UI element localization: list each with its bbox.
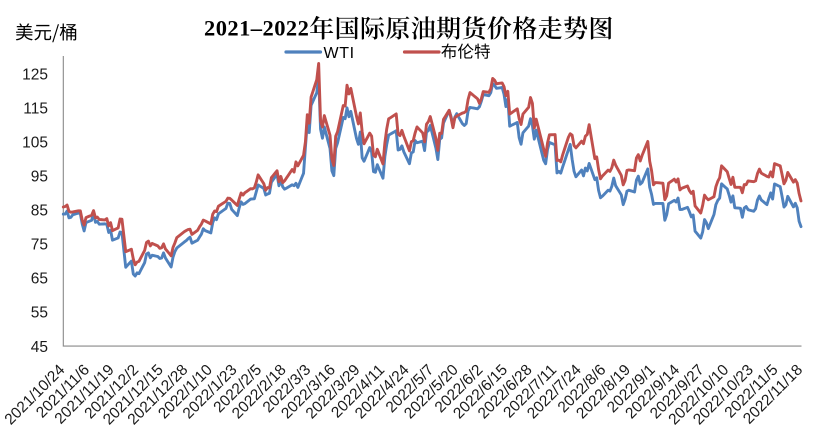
svg-text:95: 95 <box>31 168 48 185</box>
svg-text:125: 125 <box>22 66 48 83</box>
svg-text:85: 85 <box>31 203 48 220</box>
svg-text:2021–2022: 2021–2022 <box>204 16 309 41</box>
svg-text:WTI: WTI <box>324 45 355 62</box>
svg-text:75: 75 <box>31 237 48 254</box>
svg-text:65: 65 <box>31 271 48 288</box>
svg-text:105: 105 <box>22 134 48 151</box>
svg-text:55: 55 <box>31 305 48 322</box>
svg-text:45: 45 <box>31 339 48 356</box>
svg-text:115: 115 <box>23 100 48 117</box>
